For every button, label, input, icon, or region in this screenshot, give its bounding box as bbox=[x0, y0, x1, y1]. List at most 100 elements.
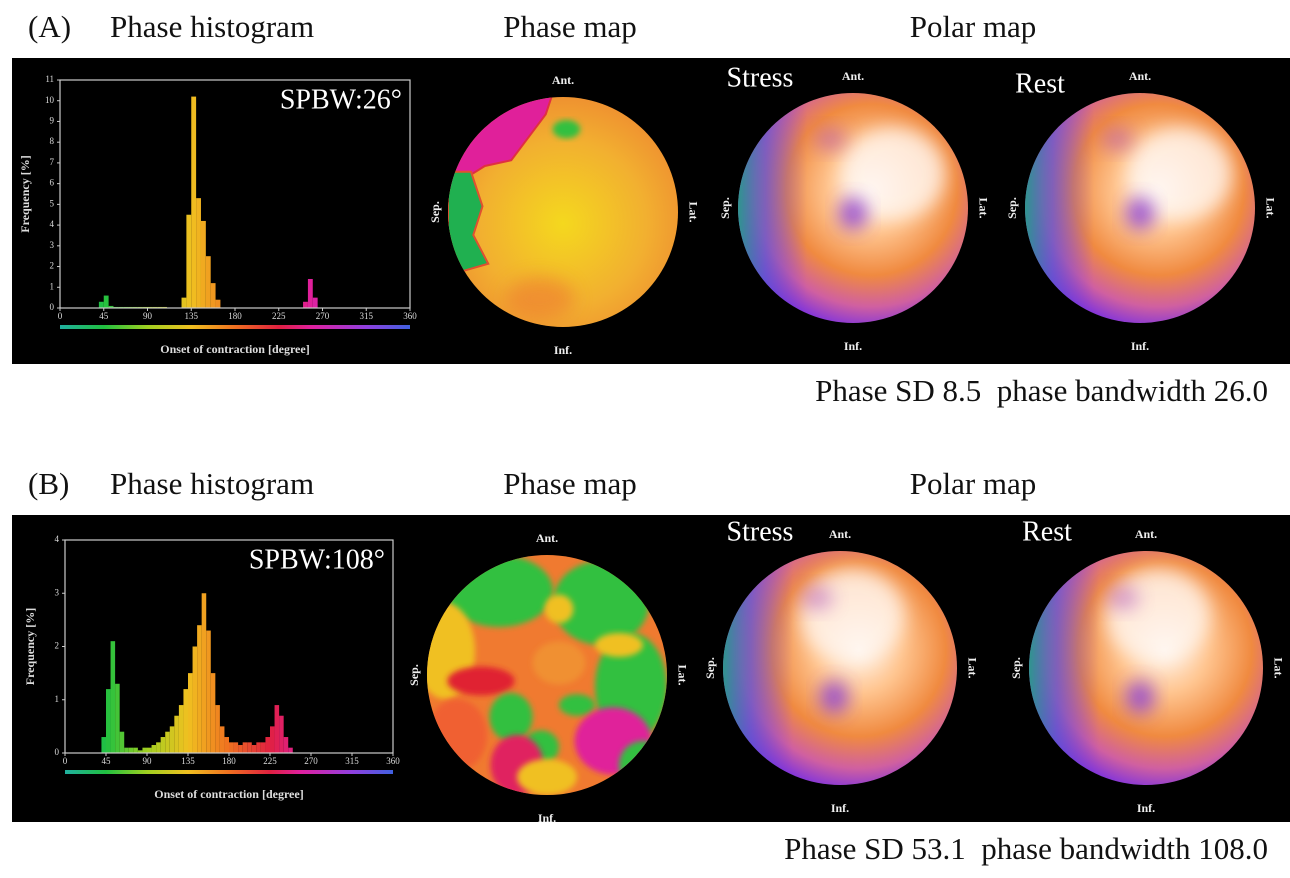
orientation-label: Ant. bbox=[536, 531, 558, 545]
histogram-bar bbox=[191, 97, 196, 308]
histogram-bar bbox=[206, 256, 211, 308]
y-tick-label: 6 bbox=[50, 178, 55, 188]
y-tick-label: 4 bbox=[55, 534, 60, 544]
phase-region bbox=[517, 759, 577, 795]
histogram-bar bbox=[174, 716, 179, 753]
map-image bbox=[738, 93, 968, 323]
orientation-label: Sep. bbox=[718, 197, 732, 219]
histogram-bar bbox=[238, 745, 243, 753]
y-tick-label: 5 bbox=[50, 198, 55, 208]
histogram-bar bbox=[308, 279, 313, 308]
x-axis-label: Onset of contraction [degree] bbox=[160, 342, 309, 356]
orientation-label: Lat. bbox=[686, 202, 700, 223]
x-tick-label: 360 bbox=[386, 756, 400, 766]
histogram-bar bbox=[133, 748, 138, 753]
y-tick-label: 10 bbox=[45, 95, 55, 105]
histogram-bar bbox=[115, 684, 120, 753]
phase-region bbox=[506, 278, 575, 319]
x-tick-label: 90 bbox=[143, 756, 153, 766]
histogram-bar bbox=[165, 732, 170, 753]
histogram-bar bbox=[201, 221, 206, 308]
orientation-label: Ant. bbox=[842, 69, 864, 83]
x-tick-label: 225 bbox=[263, 756, 277, 766]
histogram-bar bbox=[279, 716, 284, 753]
orientation-label: Lat. bbox=[965, 658, 979, 679]
y-tick-label: 3 bbox=[55, 587, 60, 597]
orientation-label: Sep. bbox=[703, 657, 717, 679]
x-tick-label: 270 bbox=[316, 311, 330, 321]
map-image bbox=[1025, 93, 1255, 323]
histogram-bar bbox=[186, 215, 191, 308]
orientation-label: Lat. bbox=[675, 665, 689, 686]
rest-label: Rest bbox=[1022, 516, 1072, 547]
histogram-bar bbox=[265, 737, 270, 753]
orientation-label: Sep. bbox=[1005, 197, 1019, 219]
histogram-bar bbox=[156, 742, 161, 753]
histogram-bar bbox=[216, 300, 221, 308]
histogram-bar bbox=[196, 198, 201, 308]
histogram-bar bbox=[129, 748, 134, 753]
y-tick-label: 2 bbox=[50, 261, 55, 271]
septal-shade bbox=[1029, 551, 1263, 785]
histogram-bar bbox=[170, 726, 175, 753]
x-tick-label: 45 bbox=[99, 311, 109, 321]
histogram-bar bbox=[142, 748, 147, 753]
phase-region bbox=[553, 120, 581, 138]
stress-label: Stress bbox=[727, 516, 794, 547]
orientation-label: Inf. bbox=[831, 801, 849, 815]
orientation-label: Lat. bbox=[976, 198, 990, 219]
histogram-bar bbox=[99, 302, 104, 308]
x-tick-label: 315 bbox=[360, 311, 374, 321]
panel-heading: Phase histogram bbox=[110, 9, 314, 44]
x-tick-label: 315 bbox=[345, 756, 359, 766]
histogram-bar bbox=[224, 737, 229, 753]
orientation-label: Ant. bbox=[829, 527, 851, 541]
summary: Phase SD 53.1 phase bandwidth 108.0 bbox=[784, 831, 1268, 866]
x-tick-label: 180 bbox=[222, 756, 236, 766]
histogram-bar bbox=[161, 737, 166, 753]
panel-heading: Polar map bbox=[910, 466, 1037, 501]
x-tick-label: 90 bbox=[143, 311, 153, 321]
y-tick-label: 7 bbox=[50, 157, 55, 167]
histogram-bar bbox=[284, 737, 289, 753]
x-tick-label: 270 bbox=[304, 756, 318, 766]
histogram-bar bbox=[147, 748, 152, 753]
y-tick-label: 11 bbox=[45, 74, 54, 84]
x-tick-label: 360 bbox=[403, 311, 417, 321]
y-tick-label: 2 bbox=[55, 641, 60, 651]
y-tick-label: 8 bbox=[50, 136, 55, 146]
y-tick-label: 4 bbox=[50, 219, 55, 229]
panel-heading: Phase histogram bbox=[110, 466, 314, 501]
orientation-label: Ant. bbox=[1135, 527, 1157, 541]
y-tick-label: 1 bbox=[55, 694, 60, 704]
histogram-bar bbox=[229, 742, 234, 753]
histogram-bar bbox=[275, 705, 280, 753]
phase-region bbox=[447, 667, 514, 696]
phase-region bbox=[545, 595, 574, 624]
histogram-bar bbox=[215, 705, 220, 753]
y-tick-label: 0 bbox=[50, 302, 55, 312]
spbw-annotation: SPBW:26° bbox=[280, 84, 402, 115]
x-tick-label: 225 bbox=[272, 311, 286, 321]
orientation-label: Inf. bbox=[1137, 801, 1155, 815]
histogram-bar bbox=[288, 748, 293, 753]
histogram-bar bbox=[111, 641, 116, 753]
orientation-label: Ant. bbox=[1129, 69, 1151, 83]
septal-shade bbox=[723, 551, 957, 785]
histogram-bar bbox=[101, 737, 106, 753]
x-tick-label: 180 bbox=[228, 311, 242, 321]
panel-heading: Phase map bbox=[503, 9, 636, 44]
septal-shade bbox=[738, 93, 968, 323]
histogram-bar bbox=[234, 742, 239, 753]
x-tick-label: 0 bbox=[58, 311, 63, 321]
histogram-bar bbox=[243, 742, 248, 753]
histogram-bar bbox=[247, 742, 252, 753]
y-axis-label: Frequency [%] bbox=[18, 155, 32, 232]
histogram-bar bbox=[252, 745, 257, 753]
orientation-label: Inf. bbox=[844, 339, 862, 353]
phase-region bbox=[595, 633, 643, 657]
y-axis-label: Frequency [%] bbox=[23, 608, 37, 685]
x-axis-label: Onset of contraction [degree] bbox=[154, 787, 303, 801]
summary: Phase SD 8.5 phase bandwidth 26.0 bbox=[815, 373, 1268, 408]
stress-label: Stress bbox=[727, 62, 794, 93]
